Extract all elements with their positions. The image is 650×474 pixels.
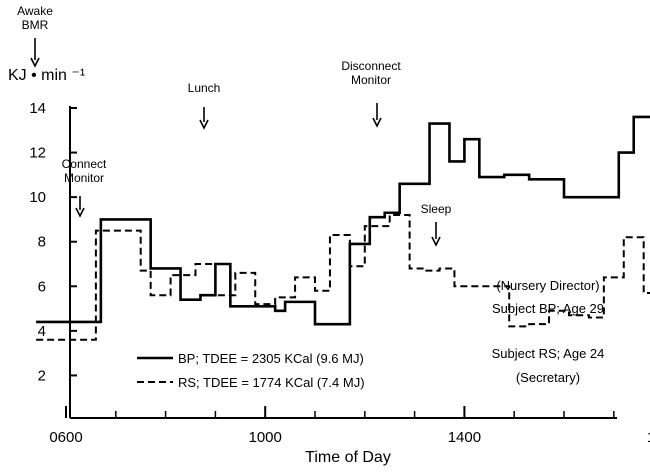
y-tick-label: 2 — [38, 367, 46, 384]
legend-label-rs: RS; TDEE = 1774 KCal (7.4 MJ) — [178, 375, 365, 390]
annotation-awake-text: BMR — [22, 18, 49, 32]
x-tick-label: 1000 — [249, 429, 282, 446]
subject-bp-role: (Nursery Director) — [496, 278, 599, 293]
legend-label-bp: BP; TDEE = 2305 KCal (9.6 MJ) — [178, 351, 364, 366]
annotation-sleep-arrow-head — [431, 236, 441, 247]
x-tick-label: 0600 — [49, 429, 82, 446]
subject-rs-role: (Secretary) — [516, 370, 580, 385]
y-tick-label: 10 — [29, 189, 46, 206]
subject-rs-label: Subject RS; Age 24 — [492, 346, 605, 361]
y-tick-label: 12 — [29, 145, 46, 162]
annotation-connect-arrow-head — [75, 207, 85, 218]
x-axis-label: Time of Day — [305, 449, 391, 466]
y-tick-label: 6 — [38, 278, 46, 295]
x-tick-label: 1800 — [647, 429, 650, 446]
annotation-lunch-text: Lunch — [188, 81, 221, 95]
annotation-awake-arrow-head — [30, 57, 40, 68]
annotation-connect-text: Monitor — [64, 171, 104, 185]
x-tick-label: 1400 — [448, 429, 481, 446]
annotation-disconnect-text: Monitor — [351, 73, 391, 87]
annotation-sleep-text: Sleep — [421, 202, 452, 216]
y-tick-label: 14 — [29, 100, 46, 117]
y-axis-unit-label: KJ • min ⁻¹ — [8, 67, 85, 84]
series-line-bp — [36, 115, 650, 326]
y-tick-label: 8 — [38, 234, 46, 251]
subject-bp-label: Subject BP; Age 29 — [492, 301, 604, 316]
annotation-lunch-arrow-head — [199, 119, 209, 130]
annotation-connect-text: Connect — [62, 157, 107, 171]
y-tick-label: 4 — [38, 323, 46, 340]
annotation-disconnect-text: Disconnect — [341, 59, 401, 73]
series-line-rs — [36, 213, 650, 341]
annotation-disconnect-arrow-head — [372, 117, 382, 128]
annotation-awake-text: Awake — [17, 4, 53, 18]
